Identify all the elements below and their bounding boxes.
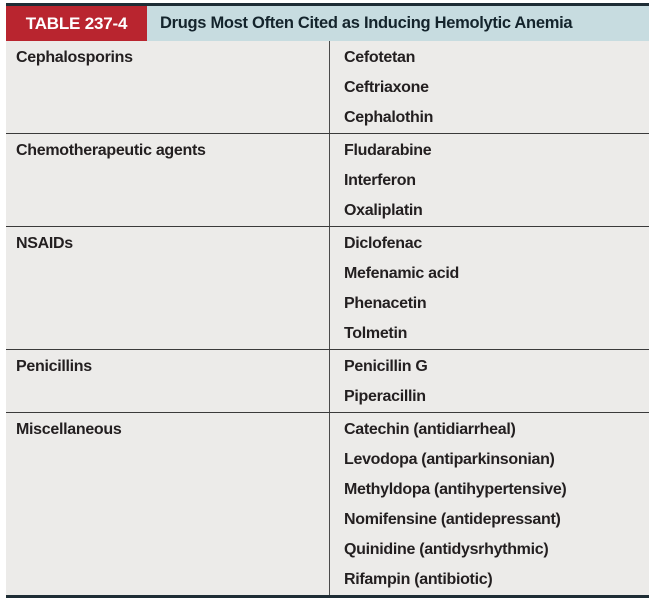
drugs-cell: Cefotetan Ceftriaxone Cephalothin: [330, 41, 649, 133]
table-row: Cephalosporins Cefotetan Ceftriaxone Cephal…: [6, 41, 649, 133]
drug-name: Interferon: [344, 172, 416, 189]
drug-name: Ceftriaxone: [344, 79, 429, 96]
drugs-cell: Penicillin G Piperacillin: [330, 350, 649, 412]
table-row: Penicillins Penicillin G Piperacillin: [6, 349, 649, 412]
category-cell: Chemotherapeutic agents: [6, 134, 330, 226]
table-row: Chemotherapeutic agents Fludarabine Interf…: [6, 133, 649, 226]
drug-table: TABLE 237-4 Drugs Most Often Cited as In…: [6, 3, 649, 598]
category-cell: NSAIDs: [6, 227, 330, 349]
category-label: Penicillins: [16, 358, 92, 375]
drugs-cell: Catechin (antidiarrheal) Levodopa (antipa…: [330, 413, 649, 595]
category-cell: Cephalosporins: [6, 41, 330, 133]
category-label: Cephalosporins: [16, 49, 133, 66]
table-body: Cephalosporins Cefotetan Ceftriaxone Cephal…: [6, 41, 649, 595]
drug-name: Diclofenac: [344, 235, 422, 252]
drug-name: Catechin (antidiarrheal): [344, 421, 516, 438]
category-label: NSAIDs: [16, 235, 73, 252]
category-label: Chemotherapeutic agents: [16, 142, 206, 159]
table-top-rule: [6, 3, 649, 6]
table-header: TABLE 237-4 Drugs Most Often Cited as In…: [6, 6, 649, 41]
drugs-cell: Diclofenac Mefenamic acid Phenacetin Tolmet…: [330, 227, 649, 349]
table-title: Drugs Most Often Cited as Inducing Hemol…: [160, 14, 573, 32]
drug-name: Phenacetin: [344, 295, 427, 312]
drug-name: Rifampin (antibiotic): [344, 571, 493, 588]
table-row: NSAIDs Diclofenac Mefenamic acid Phenacetin…: [6, 226, 649, 349]
drug-name: Quinidine (antidysrhythmic): [344, 541, 549, 558]
drug-name: Methyldopa (antihypertensive): [344, 481, 567, 498]
drug-name: Cefotetan: [344, 49, 416, 66]
drug-name: Tolmetin: [344, 325, 408, 342]
drug-name: Penicillin G: [344, 358, 428, 375]
drugs-cell: Fludarabine Interferon Oxaliplatin: [330, 134, 649, 226]
table-bottom-rule: [6, 595, 649, 598]
drug-name: Cephalothin: [344, 109, 434, 126]
drug-name: Fludarabine: [344, 142, 432, 159]
table-row: Miscellaneous Catechin (antidiarrheal) Lev…: [6, 412, 649, 595]
category-cell: Penicillins: [6, 350, 330, 412]
category-cell: Miscellaneous: [6, 413, 330, 595]
category-label: Miscellaneous: [16, 421, 122, 438]
drug-name: Nomifensine (antidepressant): [344, 511, 561, 528]
drug-name: Oxaliplatin: [344, 202, 423, 219]
drug-name: Mefenamic acid: [344, 265, 459, 282]
drug-name: Levodopa (antiparkinsonian): [344, 451, 555, 468]
drug-name: Piperacillin: [344, 388, 426, 405]
table-number-label: TABLE 237-4: [6, 6, 147, 41]
